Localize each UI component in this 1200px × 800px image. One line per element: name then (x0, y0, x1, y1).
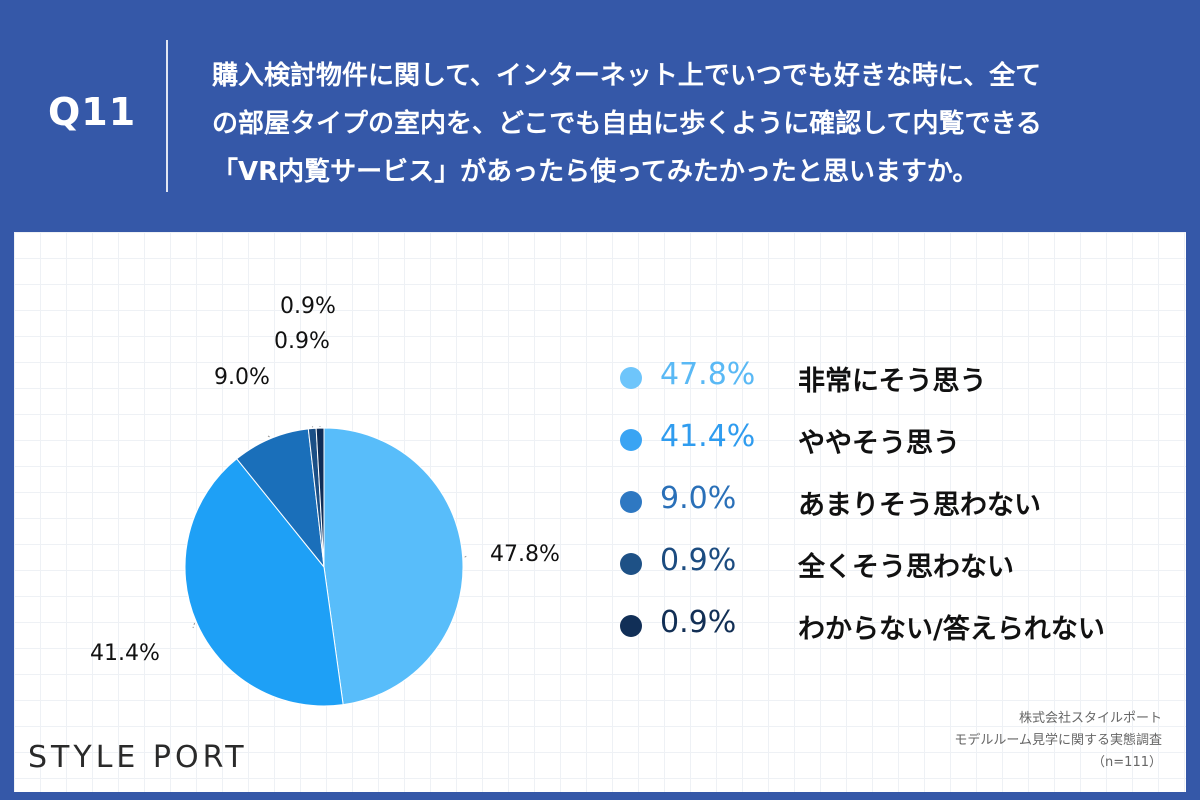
header-divider (166, 40, 168, 192)
question-number: Q11 (48, 90, 137, 134)
header: Q11 購入検討物件に関して、インターネット上でいつでも好きな時に、全て の部屋… (0, 0, 1200, 232)
legend-percent: 0.9% (660, 605, 737, 640)
legend-item: 41.4% ややそう思う (606, 417, 1166, 479)
legend-swatch (620, 429, 642, 451)
legend-percent: 47.8% (660, 357, 756, 392)
legend-label: 非常にそう思う (798, 366, 987, 397)
legend-percent: 9.0% (660, 481, 737, 516)
legend: 47.8% 非常にそう思う 41.4% ややそう思う 9.0% あまりそう思わない 0.9%… (606, 355, 1166, 665)
source-note: 株式会社スタイルポート モデルルーム見学に関する実態調査 （n=111） (954, 708, 1162, 774)
leader-line (464, 554, 469, 558)
legend-item: 0.9% 全くそう思わない (606, 541, 1166, 603)
slice-label: 41.4% (90, 641, 160, 666)
legend-label: あまりそう思わない (798, 490, 1041, 521)
pie-slice (315, 427, 325, 568)
question-text: 購入検討物件に関して、インターネット上でいつでも好きな時に、全て の部屋タイプの… (212, 52, 1162, 196)
legend-label: 全くそう思わない (798, 552, 1014, 583)
pie-slice (184, 458, 344, 707)
slice-label: 47.8% (490, 542, 560, 567)
legend-percent: 0.9% (660, 543, 737, 578)
leader-line (192, 622, 196, 629)
slice-label: 0.9% (274, 329, 330, 354)
legend-swatch (620, 491, 642, 513)
legend-item: 47.8% 非常にそう思う (606, 355, 1166, 417)
legend-label: ややそう思う (798, 428, 960, 459)
legend-percent: 41.4% (660, 419, 756, 454)
slice-label: 9.0% (214, 365, 270, 390)
source-n: （n=111） (1092, 755, 1162, 770)
legend-swatch (620, 367, 642, 389)
question-line: 「VR内覧サービス」があったら使ってみたかったと思いますか。 (212, 157, 979, 187)
leader-line (267, 435, 270, 438)
slice-label: 0.9% (280, 294, 336, 319)
source-survey: モデルルーム見学に関する実態調査 (954, 733, 1162, 748)
question-line: の部屋タイプの室内を、どこでも自由に歩くように確認して内覧できる (212, 109, 1042, 139)
question-line: 購入検討物件に関して、インターネット上でいつでも好きな時に、全て (212, 61, 1042, 91)
legend-item: 9.0% あまりそう思わない (606, 479, 1166, 541)
pie-slice (236, 428, 325, 569)
legend-label: わからない/答えられない (798, 614, 1105, 645)
pie-slice (323, 427, 464, 706)
legend-swatch (620, 615, 642, 637)
source-company: 株式会社スタイルポート (1018, 711, 1162, 726)
legend-swatch (620, 553, 642, 575)
legend-item: 0.9% わからない/答えられない (606, 603, 1166, 665)
style-port-logo: STYLE PORT (28, 740, 248, 775)
